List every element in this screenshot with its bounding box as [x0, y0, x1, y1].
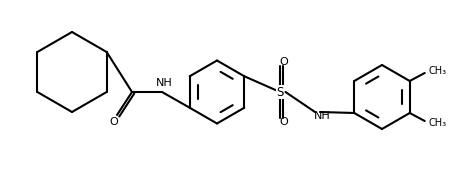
Text: O: O: [109, 117, 118, 127]
Text: NH: NH: [314, 111, 330, 121]
Text: O: O: [279, 117, 288, 127]
Text: NH: NH: [156, 78, 172, 88]
Text: S: S: [276, 85, 284, 99]
Text: O: O: [279, 57, 288, 67]
Text: CH₃: CH₃: [429, 66, 447, 76]
Text: CH₃: CH₃: [429, 118, 447, 128]
